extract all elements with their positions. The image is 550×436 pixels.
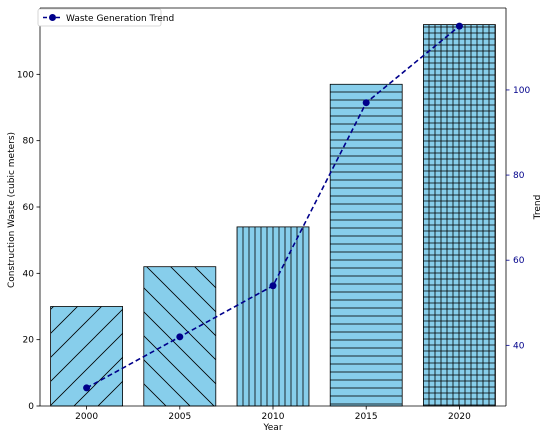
x-axis-title: Year bbox=[262, 423, 282, 433]
trend-point-2020 bbox=[455, 22, 463, 30]
y-tick-label: 0 bbox=[28, 402, 34, 412]
x-tick-label: 2010 bbox=[262, 412, 285, 422]
y-tick-label: 80 bbox=[23, 137, 35, 147]
y-tick-label: 40 bbox=[23, 269, 35, 279]
x-tick-label: 2000 bbox=[75, 412, 98, 422]
trend-point-2015 bbox=[362, 99, 370, 107]
legend: Waste Generation Trend bbox=[37, 8, 174, 27]
secondary-y-tick-label: 40 bbox=[513, 341, 525, 351]
bar-2020 bbox=[422, 24, 496, 407]
secondary-y-tick-label: 60 bbox=[513, 256, 525, 266]
trend-point-2005 bbox=[176, 333, 184, 341]
x-tick-label: 2005 bbox=[168, 412, 191, 422]
trend-point-2000 bbox=[83, 384, 91, 392]
bar-2010 bbox=[236, 226, 310, 407]
y-axis-title: Construction Waste (cubic meters) bbox=[7, 132, 17, 288]
legend-marker-swatch bbox=[49, 14, 56, 21]
legend-label: Waste Generation Trend bbox=[66, 14, 174, 24]
y-tick-label: 100 bbox=[17, 70, 34, 80]
legend-box bbox=[37, 8, 162, 27]
x-tick-label: 2020 bbox=[448, 412, 471, 422]
trend-point-2010 bbox=[269, 282, 277, 290]
secondary-y-axis-title: Trend bbox=[533, 195, 543, 221]
bar-2015 bbox=[329, 83, 403, 407]
y-tick-label: 60 bbox=[23, 203, 35, 213]
secondary-y-tick-label: 100 bbox=[513, 86, 530, 96]
y-tick-label: 20 bbox=[23, 336, 35, 346]
plot-area: 0 20 40 60 80 100 40 60 80 100 2000 2005 2010 2015 202… bbox=[17, 7, 530, 422]
secondary-y-tick-label: 80 bbox=[513, 171, 525, 181]
x-tick-label: 2015 bbox=[355, 412, 378, 422]
